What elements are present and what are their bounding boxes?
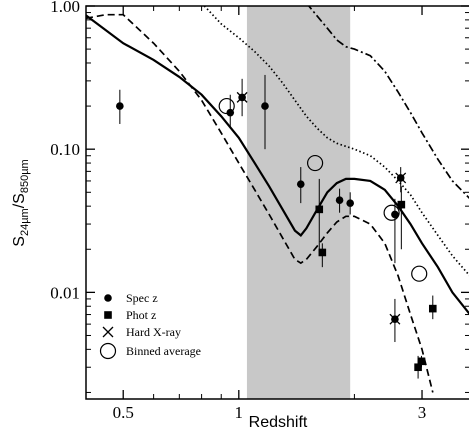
legend-entry: Spec z xyxy=(104,291,158,305)
marker-spec-z xyxy=(335,196,344,205)
legend-label: Spec z xyxy=(126,291,158,305)
y-tick-label: 0.01 xyxy=(50,283,80,302)
legend-entry: Phot z xyxy=(104,308,156,322)
plot-frame xyxy=(85,5,469,400)
marker-binned-average xyxy=(383,204,400,221)
marker-spec-z xyxy=(104,294,112,302)
model-curve-dashdot xyxy=(307,6,469,199)
data-points-layer xyxy=(116,74,437,379)
marker-spec-z xyxy=(261,102,269,110)
marker-phot-z xyxy=(417,357,426,366)
y-axis-title-sub2: 850µm xyxy=(19,159,31,193)
y-tick-label: 1.00 xyxy=(50,0,80,16)
x-tick-label: 3 xyxy=(418,403,427,422)
marker-phot-z xyxy=(315,205,324,214)
marker-binned-average xyxy=(99,342,117,360)
legend-entry: Binned average xyxy=(99,342,201,360)
x-tick-label: 0.5 xyxy=(113,403,134,422)
y-axis-title: S24µm/S850µm xyxy=(11,159,31,246)
marker-phot-z xyxy=(397,200,406,209)
marker-spec-z xyxy=(396,174,405,182)
marker-phot-z xyxy=(414,363,422,372)
x-tick-label: 1 xyxy=(235,403,244,422)
legend: Spec z Phot z Hard X-ray Binned average xyxy=(99,291,201,360)
marker-phot-z xyxy=(428,304,437,313)
shaded-redshift-band-layer xyxy=(246,6,351,399)
y-tick-label: 0.10 xyxy=(50,140,80,159)
marker-spec-z xyxy=(346,199,354,207)
marker-binned-average xyxy=(218,97,235,115)
marker-hard-xray xyxy=(102,326,114,338)
marker-spec-z xyxy=(391,210,399,219)
shaded-band xyxy=(246,6,351,399)
marker-spec-z xyxy=(391,315,399,323)
model-curve-solid xyxy=(86,14,469,316)
legend-entry: Hard X-ray xyxy=(102,325,181,339)
y-axis-title-sep: /S xyxy=(11,193,28,208)
marker-phot-z xyxy=(104,311,112,319)
marker-binned-average xyxy=(411,265,428,282)
legend-label: Binned average xyxy=(126,344,201,358)
marker-binned-average xyxy=(306,154,324,172)
marker-phot-z xyxy=(318,248,327,257)
model-curve-dashed xyxy=(86,13,434,393)
model-curves-layer xyxy=(86,6,469,393)
marker-spec-z xyxy=(296,180,305,188)
legend-label: Phot z xyxy=(126,308,156,322)
marker-spec-z xyxy=(116,102,124,110)
legend-label: Hard X-ray xyxy=(126,325,181,339)
y-axis-title-sub1: 24µm xyxy=(19,208,31,236)
x-axis-title: Redshift xyxy=(249,414,308,431)
marker-hard-xray xyxy=(236,91,248,103)
axis-ticks-layer: 0.01 0.10 1.00 0.5 1 3 xyxy=(50,0,469,422)
